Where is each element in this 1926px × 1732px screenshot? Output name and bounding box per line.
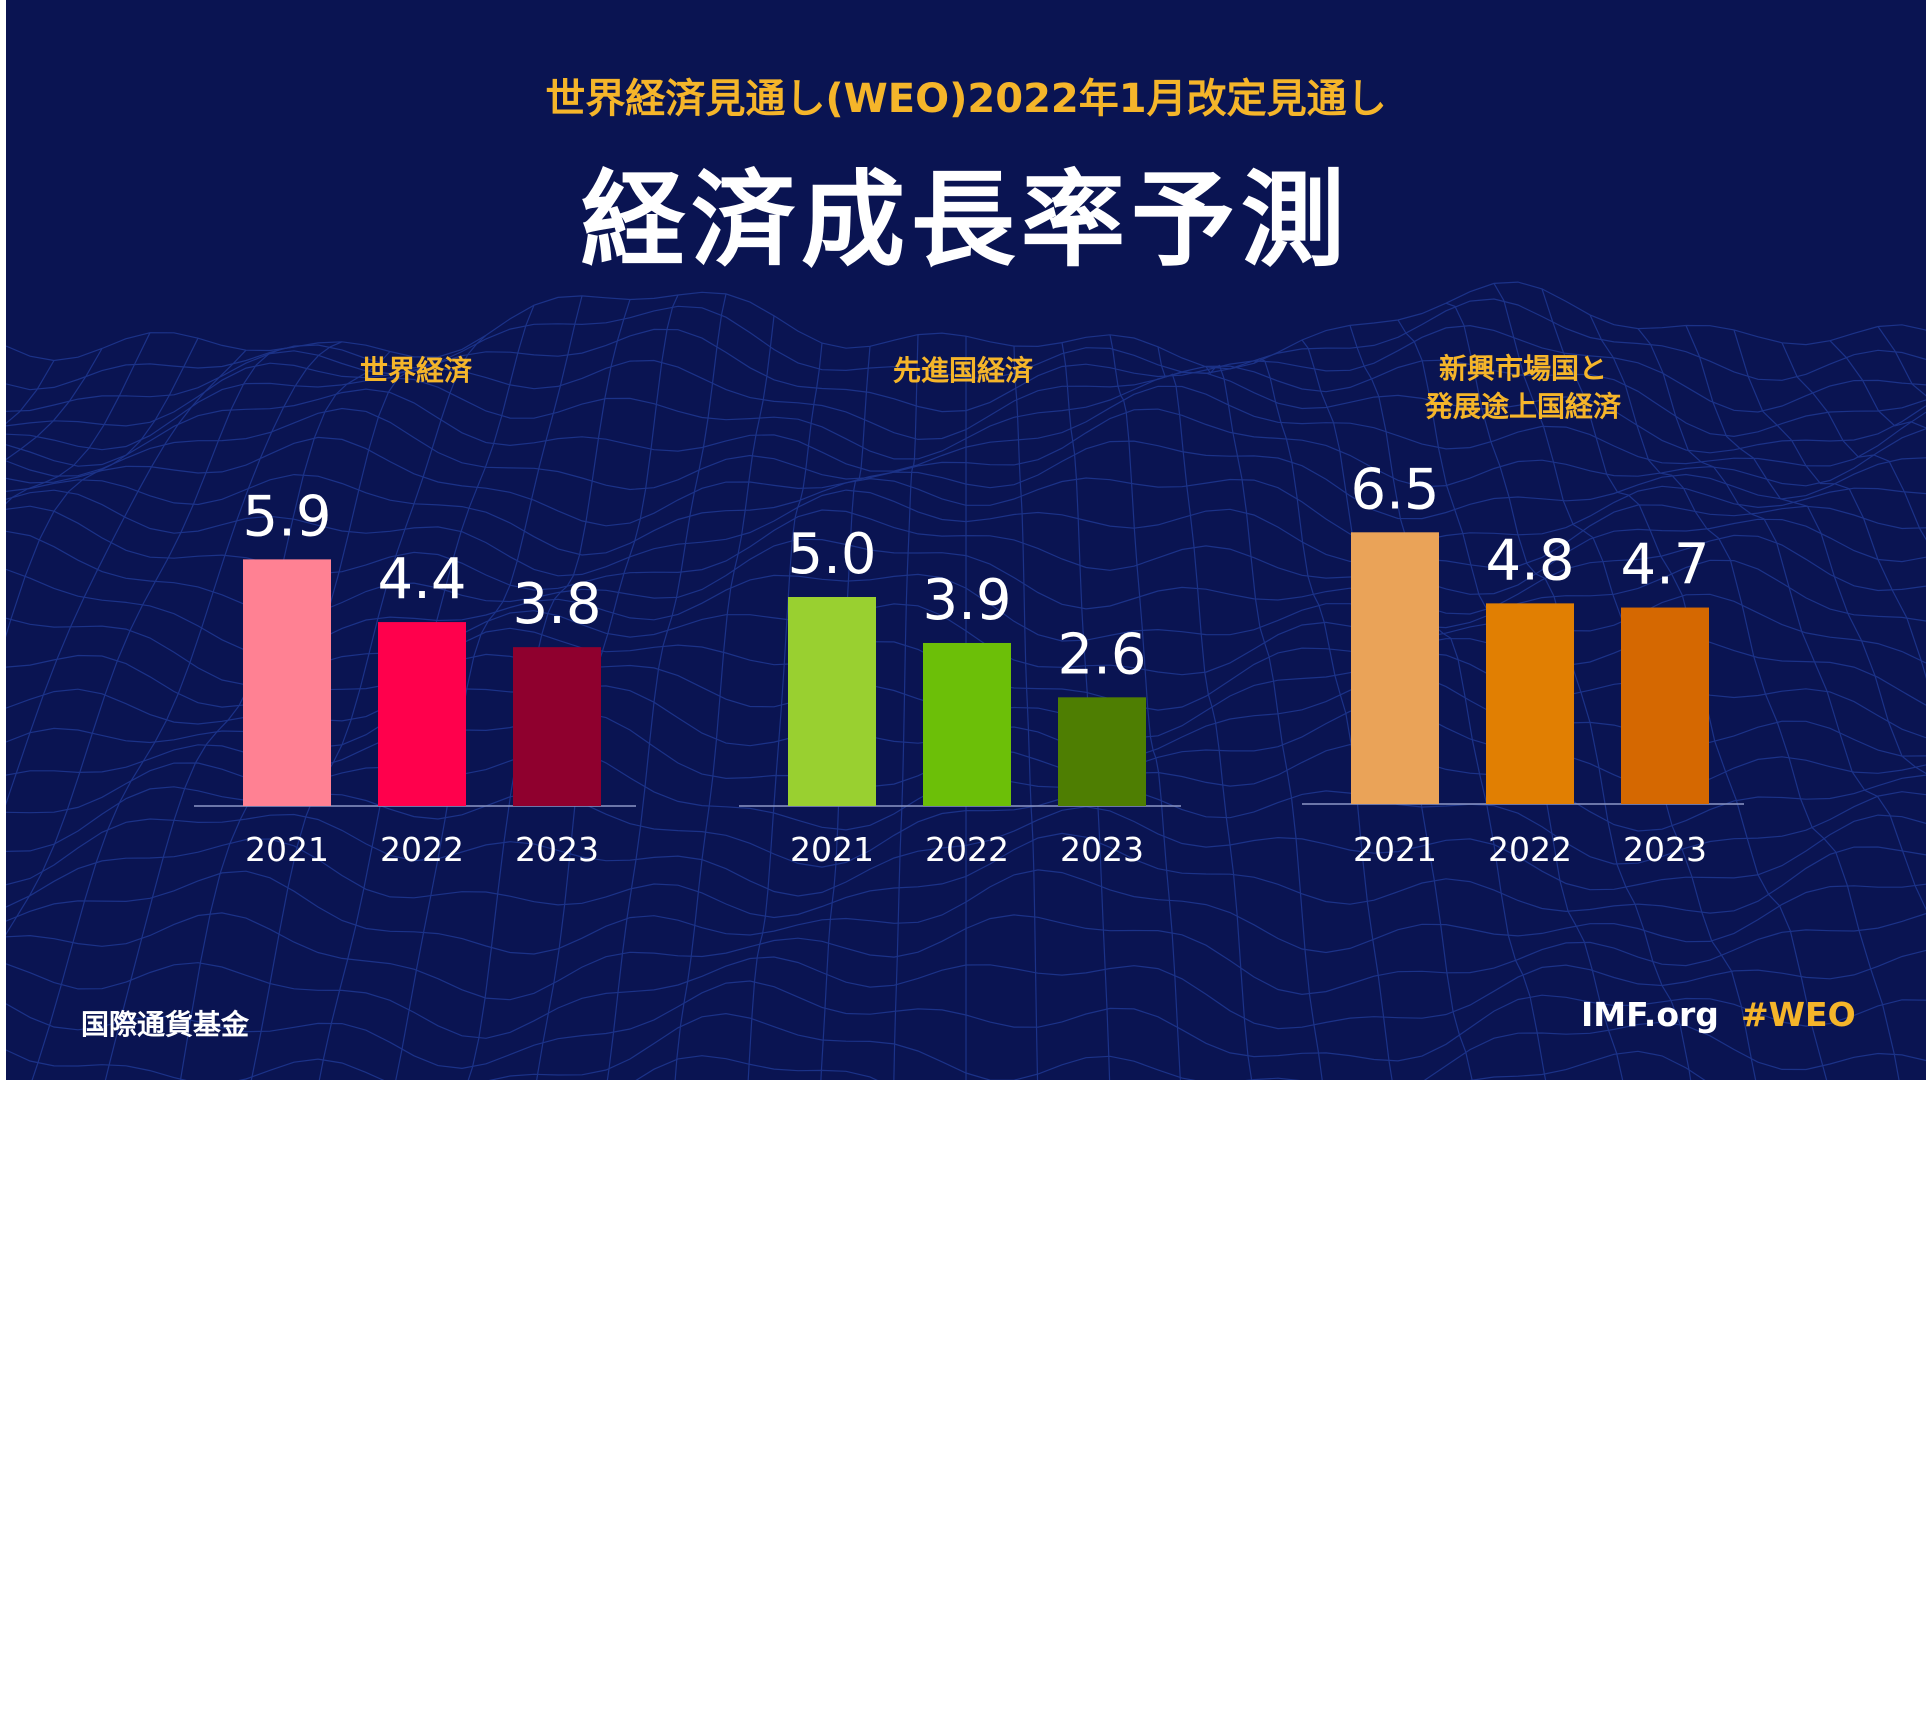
mesh-line [1253,358,1393,1080]
org-name: 国際通貨基金 [81,1008,250,1041]
mesh-line [1205,364,1323,1080]
mesh-line [104,351,391,1080]
bar-charts: 5.9 2021 4.4 2022 3.8 2023 5.0 2021 3.9 2022 2.6 20… [194,457,1744,869]
bar-value-label: 4.7 [1620,533,1709,598]
bar-chart-2: 6.5 2021 4.8 2022 4.7 2023 [1302,457,1744,869]
mesh-line [1445,302,1692,1080]
mesh-line [1589,314,1900,1080]
mesh-line [318,304,535,1080]
mesh-line [6,337,199,638]
mesh-line [747,343,823,1080]
mesh-line [1397,319,1624,1080]
x-tick-label: 2021 [245,830,329,869]
mesh-line [674,315,775,1080]
bar [513,647,601,806]
bar-value-label: 5.9 [242,484,331,549]
bar [1621,607,1709,804]
mesh-line [635,1050,1706,1080]
mesh-line [6,332,151,505]
mesh-line [395,295,583,1080]
mesh-line [250,334,487,1080]
mesh-line [1637,328,1926,911]
x-tick-label: 2023 [1060,830,1144,869]
chart-title-emerging-line-2: 発展途上国経済 [1424,390,1621,423]
mesh-line [1541,288,1828,1080]
mesh-line [820,346,871,1080]
mesh-line [6,346,295,936]
bar-value-label: 2.6 [1057,622,1146,687]
bar-chart-0: 5.9 2021 4.4 2022 3.8 2023 [194,484,636,869]
bar [378,622,466,806]
bar [923,642,1011,806]
x-tick-label: 2021 [790,830,874,869]
mesh-line [1685,325,1926,775]
bar [243,559,331,806]
bar-value-label: 4.8 [1485,528,1574,593]
site-link[interactable]: IMF.org [1581,995,1719,1034]
mesh-line [6,349,247,806]
mesh-line [467,299,631,1080]
x-tick-label: 2022 [1488,830,1572,869]
mesh-line [893,334,919,1080]
mesh-line [1109,334,1181,1080]
bar [1058,697,1146,806]
mesh-line [1157,346,1253,1080]
chart-title-emerging-line-1: 新興市場国と [1438,352,1607,385]
x-tick-label: 2022 [380,830,464,869]
mesh-line [1013,346,1039,1080]
x-tick-label: 2021 [1353,830,1437,869]
mesh-line [1061,342,1111,1080]
bar [1486,603,1574,804]
mesh-line [31,341,343,1080]
mesh-line [1781,342,1926,541]
mesh-line [1349,325,1547,1080]
bar-chart-1: 5.0 2021 3.9 2022 2.6 2023 [739,522,1181,869]
bar-value-label: 3.9 [922,568,1011,633]
bar-value-label: 6.5 [1350,457,1439,522]
bar-value-label: 3.8 [512,572,601,637]
chart-title-world: 世界経済 [359,354,472,387]
chart-title-emerging: 新興市場国と 発展途上国経済 [1293,350,1753,426]
infographic-panel: 世界経済見通し(WEO)2022年1月改定見通し 経済成長率予測 世界経済 先進… [6,0,1926,1080]
mesh-line [179,356,439,1080]
page-title: 経済成長率予測 [580,159,1351,281]
mesh-line [1733,329,1926,679]
mesh-line [606,293,727,1080]
bar-value-label: 4.4 [377,547,466,612]
x-tick-label: 2022 [925,830,1009,869]
mesh-line [1493,283,1757,1080]
x-tick-label: 2023 [1623,830,1707,869]
mesh-line [1301,339,1473,1080]
subtitle: 世界経済見通し(WEO)2022年1月改定見通し [545,76,1387,122]
hashtag: #WEO [1741,995,1856,1034]
x-tick-label: 2023 [515,830,599,869]
bar [788,597,876,806]
bar-value-label: 5.0 [787,522,876,587]
bar [1351,532,1439,804]
mesh-line [536,294,679,1080]
chart-title-advanced: 先進国経済 [892,354,1033,387]
